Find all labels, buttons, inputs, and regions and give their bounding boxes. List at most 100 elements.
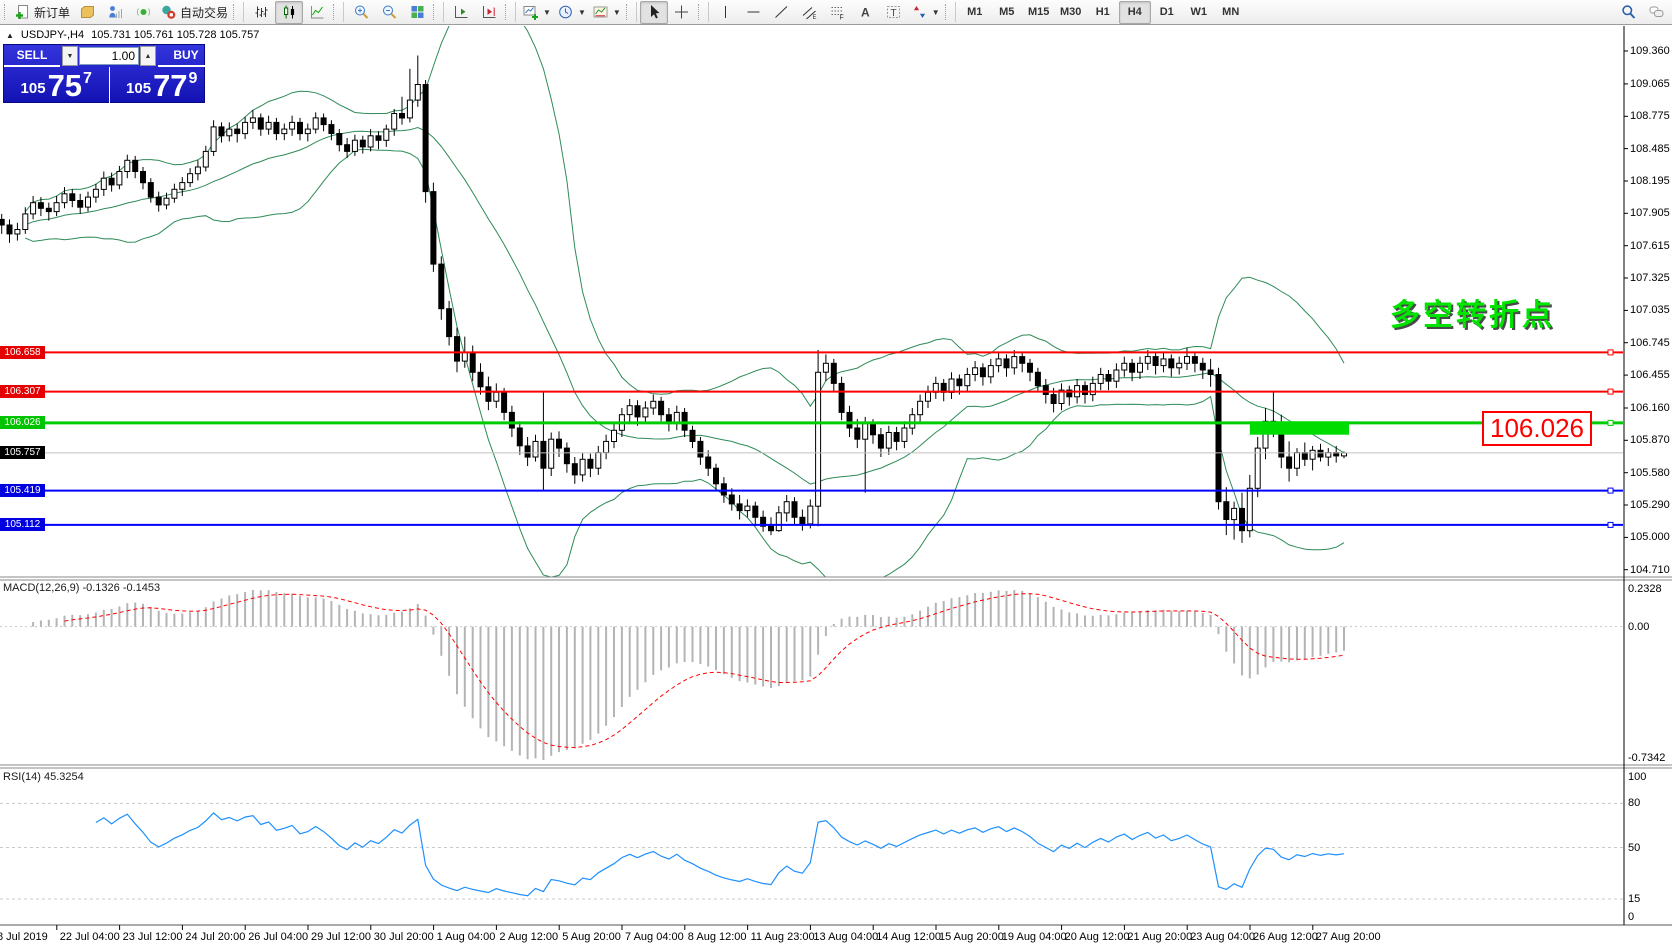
line-chart-icon — [310, 6, 324, 19]
yellow-book-icon — [80, 6, 94, 18]
fibonacci-icon: F — [831, 7, 844, 21]
signals-button[interactable] — [129, 1, 157, 24]
sell-price-button[interactable]: 105 75 7 — [4, 67, 110, 103]
auto-scroll-button[interactable] — [447, 1, 475, 24]
toolbar-grip[interactable] — [233, 4, 238, 20]
chart-window[interactable] — [0, 25, 1672, 951]
sell-price-prefix: 105 — [20, 80, 46, 97]
volume-decrease-button[interactable]: ▼ — [62, 46, 78, 66]
buy-price-pip: 9 — [188, 70, 198, 87]
clock-icon — [559, 5, 572, 19]
accounts-button[interactable] — [101, 1, 129, 24]
tab-timeframe-m15[interactable]: M15 — [1028, 6, 1050, 18]
new-order-button[interactable]: 新订单 — [11, 1, 73, 24]
toolbar-grip[interactable] — [697, 4, 703, 20]
sell-label: SELL — [16, 48, 48, 62]
tab-timeframe-h1[interactable]: H1 — [1095, 6, 1110, 18]
line-chart-button[interactable] — [303, 1, 331, 24]
cursor-icon — [651, 5, 660, 19]
crosshair-icon — [675, 5, 689, 19]
toolbar-grip[interactable] — [944, 4, 950, 20]
toolbar-separator — [635, 2, 637, 22]
toolbar-grip[interactable] — [505, 4, 510, 20]
toolbar-grip[interactable] — [433, 4, 438, 20]
collapse-panel-icon[interactable]: ▲ — [6, 30, 14, 40]
toolbar-separator — [243, 2, 245, 22]
turning-point-text[interactable]: 多空转折点 — [1390, 299, 1555, 332]
trendline-icon — [775, 6, 788, 18]
tile-windows-icon — [411, 6, 424, 18]
zoom-out-icon — [382, 5, 396, 19]
user-chart-icon — [108, 6, 122, 18]
candlestick-chart-icon — [283, 5, 294, 19]
svg-text:T: T — [891, 8, 897, 19]
autotrade-button[interactable]: 自动交易 — [157, 1, 231, 24]
toolbar-separator — [954, 2, 956, 22]
buy-button[interactable]: BUY — [158, 45, 214, 67]
new-chart-button[interactable]: ▼ — [519, 1, 554, 24]
caret-down-icon: ▼ — [66, 52, 74, 60]
search-icon — [1621, 5, 1635, 19]
new-order-label: 新订单 — [34, 5, 71, 20]
trendline-button[interactable] — [768, 1, 796, 24]
horizontal-line-icon — [747, 11, 760, 13]
tab-timeframe-mn[interactable]: MN — [1222, 6, 1240, 18]
equidistant-channel-button[interactable]: E — [796, 1, 824, 24]
search-button[interactable] — [1614, 1, 1642, 24]
toolbar-separator — [443, 2, 445, 22]
tab-timeframe-m1[interactable]: M1 — [967, 6, 983, 18]
toolbar-grip[interactable] — [333, 4, 338, 20]
horizontal-line-button[interactable] — [740, 1, 768, 24]
text-label-button[interactable]: T — [880, 1, 908, 24]
tab-timeframe-d1[interactable]: D1 — [1159, 6, 1174, 18]
zoom-in-button[interactable] — [347, 1, 375, 24]
journal-button[interactable] — [73, 1, 101, 24]
toolbar-grip[interactable] — [625, 4, 631, 20]
auto-scroll-icon — [454, 6, 468, 18]
dropdown-caret-icon: ▼ — [612, 7, 621, 17]
sonar-icon — [136, 8, 150, 16]
tab-timeframe-w1[interactable]: W1 — [1190, 6, 1207, 18]
dropdown-caret-icon: ▼ — [543, 7, 551, 17]
buy-price-button[interactable]: 105 77 9 — [110, 67, 215, 103]
tab-timeframe-m30[interactable]: M30 — [1060, 6, 1082, 18]
new-chart-icon — [523, 6, 539, 20]
buy-label: BUY — [173, 48, 199, 62]
vertical-line-button[interactable] — [712, 1, 740, 24]
toolbar-separator — [707, 2, 709, 22]
label-icon: T — [887, 6, 901, 19]
volume-input[interactable] — [79, 47, 139, 65]
tile-windows-button[interactable] — [403, 1, 431, 24]
toolbar-grip[interactable] — [4, 4, 9, 20]
volume-increase-button[interactable]: ▲ — [140, 46, 156, 66]
periods-button[interactable]: ▼ — [554, 1, 589, 24]
chat-icon — [1649, 6, 1663, 17]
dropdown-caret-icon: ▼ — [931, 7, 940, 17]
sell-button[interactable]: SELL — [4, 45, 60, 67]
toolbar-separator — [515, 2, 517, 22]
macd-label: MACD(12,26,9) -0.1326 -0.1453 — [3, 582, 161, 594]
candlestick-chart-button[interactable] — [275, 0, 304, 24]
zoom-out-button[interactable] — [375, 1, 403, 24]
chart-shift-button[interactable] — [475, 1, 503, 24]
autotrade-icon — [162, 5, 176, 19]
buy-price-big: 77 — [153, 68, 188, 103]
bar-chart-button[interactable] — [247, 1, 275, 24]
rsi-label: RSI(14) 45.3254 — [3, 771, 84, 783]
crosshair-button[interactable] — [668, 1, 696, 24]
toolbar-separator — [343, 2, 345, 22]
tab-timeframe-h4[interactable]: H4 — [1118, 0, 1151, 24]
arrows-button[interactable]: ▼ — [908, 1, 943, 24]
templates-button[interactable]: ▼ — [589, 1, 624, 24]
svg-text:F: F — [840, 15, 844, 21]
tab-timeframe-m5[interactable]: M5 — [999, 6, 1015, 18]
chat-button[interactable] — [1642, 1, 1670, 24]
text-button[interactable]: A — [852, 1, 880, 24]
buy-price-prefix: 105 — [126, 80, 152, 97]
svg-text:E: E — [813, 15, 817, 20]
cursor-button[interactable] — [639, 0, 668, 24]
symbol-title: USDJPY-,H4 — [20, 29, 85, 41]
fibonacci-button[interactable]: F — [824, 1, 852, 24]
price-callout-box[interactable]: 106.026 — [1482, 411, 1592, 446]
dropdown-caret-icon: ▼ — [577, 7, 586, 17]
